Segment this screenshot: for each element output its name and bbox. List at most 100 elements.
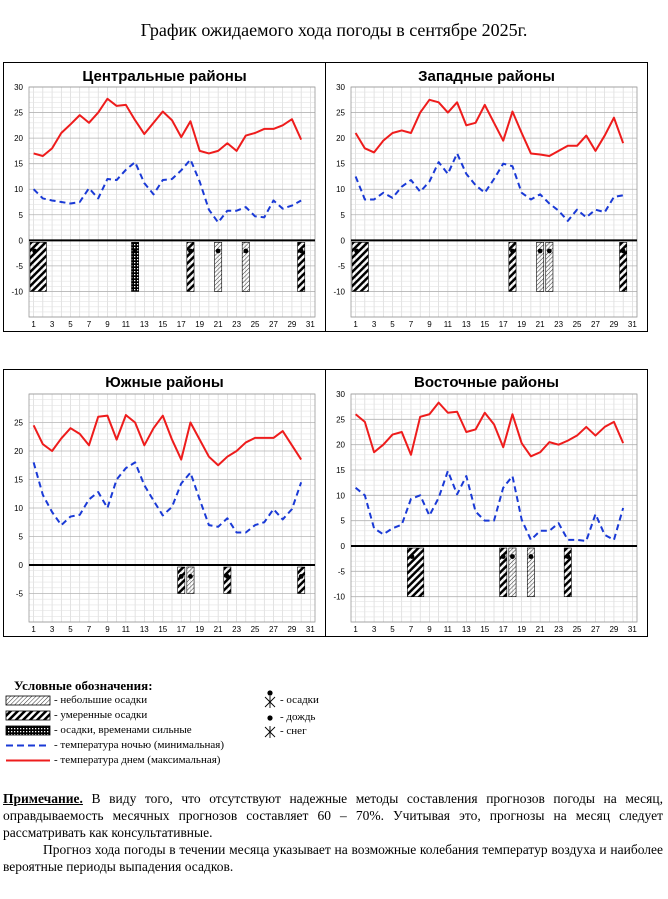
precip-bar-moderate <box>186 242 195 292</box>
x-tick-label: 1 <box>31 625 36 634</box>
x-tick-label: 11 <box>122 625 131 634</box>
legend-item-night: - температура ночью (минимальная) <box>4 739 274 753</box>
x-tick-label: 3 <box>372 320 377 329</box>
chart-panel-southern: Южные районы -5 0 5 10 15 20 25 1 3 5 7 9 11 13 15 17 19… <box>3 369 326 637</box>
legend-symbol-rain: - дождь <box>262 711 372 725</box>
y-tick-label: 15 <box>336 466 345 475</box>
x-tick-label: 21 <box>214 320 223 329</box>
legend-label: - осадки <box>280 694 319 706</box>
x-tick-label: 3 <box>50 320 55 329</box>
day-line-swatch <box>6 759 50 762</box>
note-paragraph-2: Прогноз хода погоды в течении месяца ука… <box>3 842 663 874</box>
rain-dot <box>537 248 543 254</box>
x-tick-label: 15 <box>158 320 167 329</box>
y-tick-label: 5 <box>341 211 346 220</box>
precip-bar-moderate <box>499 547 508 597</box>
night-temperature-line <box>32 158 302 224</box>
x-tick-label: 11 <box>444 320 453 329</box>
y-tick-label: 0 <box>19 561 24 570</box>
rain-dot <box>298 574 304 579</box>
y-tick-label: 20 <box>336 441 345 450</box>
x-tick-label: 31 <box>306 320 315 329</box>
plot-frame <box>350 393 638 623</box>
y-tick-label: 20 <box>14 447 23 456</box>
x-tick-label: 1 <box>353 625 358 634</box>
legend-label: - небольшие осадки <box>54 694 148 706</box>
chart-title: Восточные районы <box>414 374 559 391</box>
rain-dot <box>132 248 138 254</box>
y-tick-label: 5 <box>19 533 24 542</box>
y-tick-label: 30 <box>336 390 345 399</box>
y-tick-label: -10 <box>333 593 345 602</box>
y-tick-label: 10 <box>336 185 345 194</box>
x-tick-label: 31 <box>628 625 637 634</box>
y-tick-label: 5 <box>341 517 346 526</box>
precip-bar-heavy <box>131 242 140 292</box>
y-tick-label: 15 <box>336 160 345 169</box>
rain-dot <box>188 248 193 254</box>
precip-bar-light <box>526 547 535 597</box>
x-tick-label: 15 <box>158 625 167 634</box>
precip-bar-light <box>508 547 517 597</box>
precip-bar-moderate <box>223 566 232 594</box>
x-tick-label: 25 <box>251 320 260 329</box>
x-tick-label: 31 <box>628 320 637 329</box>
x-tick-label: 29 <box>609 320 618 329</box>
day-temperature-line <box>33 97 303 157</box>
x-tick-label: 17 <box>499 320 508 329</box>
x-tick-label: 21 <box>214 625 223 634</box>
x-tick-label: 7 <box>409 625 414 634</box>
x-tick-label: 27 <box>269 625 278 634</box>
legend-label: - температура днем (максимальная) <box>54 754 221 766</box>
legend-label: - снег <box>280 725 307 737</box>
precip-bar-moderate <box>407 547 425 597</box>
rain-symbol-icon <box>267 715 273 721</box>
y-tick-label: 0 <box>341 542 346 551</box>
x-tick-label: 19 <box>517 625 526 634</box>
x-tick-label: 29 <box>287 625 296 634</box>
y-tick-label: 30 <box>336 83 345 92</box>
x-tick-label: 19 <box>195 320 204 329</box>
note-block: Примечание. В виду того, что отсутствуют… <box>3 790 663 875</box>
x-tick-label: 3 <box>372 625 377 634</box>
rain-dot <box>178 574 184 579</box>
x-tick-label: 27 <box>269 320 278 329</box>
x-tick-label: 27 <box>591 625 600 634</box>
x-tick-label: 7 <box>87 320 92 329</box>
x-tick-label: 5 <box>390 320 395 329</box>
x-tick-label: 3 <box>50 625 55 634</box>
legend-symbol-snow: - снег <box>262 725 372 739</box>
x-tick-label: 5 <box>390 625 395 634</box>
x-tick-label: 15 <box>480 320 489 329</box>
chart-title: Центральные районы <box>82 68 247 85</box>
precip-bar-light <box>545 242 554 292</box>
rain-dot <box>546 248 552 254</box>
precip-bar-moderate <box>619 242 628 292</box>
y-tick-label: 10 <box>14 185 23 194</box>
x-tick-label: 9 <box>427 625 432 634</box>
x-tick-label: 23 <box>232 320 241 329</box>
x-tick-label: 7 <box>87 625 92 634</box>
legend-label: - дождь <box>280 711 316 723</box>
x-tick-label: 25 <box>573 625 582 634</box>
page-title: График ожидаемого хода погоды в сентябре… <box>140 20 528 40</box>
x-tick-label: 23 <box>554 625 563 634</box>
x-tick-label: 21 <box>536 625 545 634</box>
legend-title: Условные обозначения: <box>14 678 153 693</box>
x-tick-label: 15 <box>480 625 489 634</box>
legend-label: - умеренные осадки <box>54 709 148 721</box>
chart-panel-central: Центральные районы -10 -5 0 5 10 15 20 25 30 1 3 5 7… <box>3 62 326 332</box>
rain-dot <box>500 554 506 559</box>
note-text: В виду того, что отсутствуют надежные ме… <box>3 791 663 840</box>
rain-dot <box>620 248 626 254</box>
x-tick-label: 7 <box>409 320 414 329</box>
x-tick-label: 13 <box>462 320 471 329</box>
x-tick-label: 13 <box>462 625 471 634</box>
rain-dot <box>528 554 534 559</box>
rain-dot <box>510 554 515 559</box>
x-tick-label: 23 <box>554 320 563 329</box>
x-tick-label: 11 <box>444 625 453 634</box>
y-tick-label: 25 <box>14 109 23 118</box>
